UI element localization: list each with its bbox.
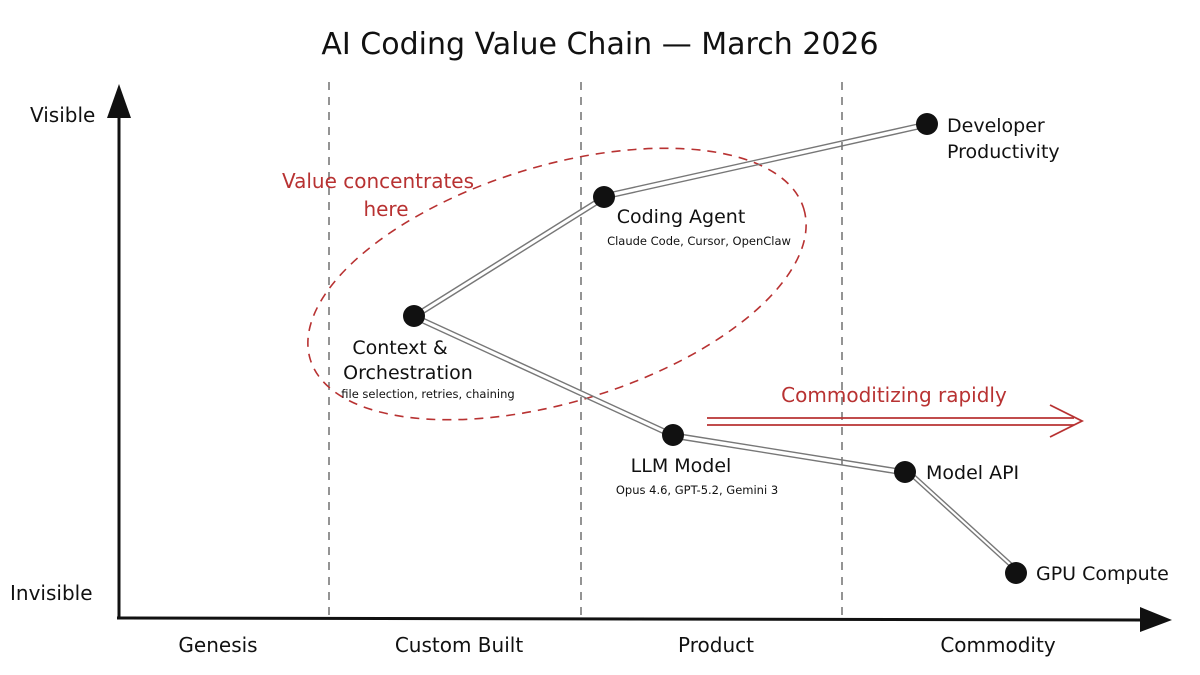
stage-label-custom-built: Custom Built (395, 633, 523, 657)
link-llm-api (672, 432, 906, 476)
commoditizing-arrow (707, 404, 1085, 438)
link-agent-context (413, 194, 607, 319)
node-developer-productivity (916, 113, 938, 135)
value-annotation-line2: here (363, 197, 408, 221)
context-sublabel: file selection, retries, chaining (341, 387, 514, 401)
y-axis-arrowhead (107, 84, 131, 118)
link-developer-agent (603, 121, 928, 200)
x-axis (116, 616, 1149, 622)
context-label-line2: Orchestration (343, 362, 473, 384)
coding-agent-sublabel: Claude Code, Cursor, OpenClaw (607, 234, 791, 248)
link-api-gpu (904, 468, 1019, 572)
node-gpu-compute (1005, 562, 1027, 584)
y-axis-top-label: Visible (30, 103, 95, 127)
commoditizing-annotation: Commoditizing rapidly (781, 383, 1007, 407)
llm-model-label: LLM Model (631, 455, 732, 477)
y-axis-bottom-label: Invisible (10, 581, 93, 605)
context-label-line1: Context & (352, 337, 447, 359)
diagram-title: AI Coding Value Chain — March 2026 (321, 27, 878, 62)
value-annotation-line1: Value concentrates (282, 169, 474, 193)
node-coding-agent (593, 186, 615, 208)
stage-label-commodity: Commodity (940, 633, 1055, 657)
gpu-compute-label: GPU Compute (1036, 563, 1169, 585)
node-llm-model (662, 424, 684, 446)
llm-model-sublabel: Opus 4.6, GPT-5.2, Gemini 3 (616, 483, 778, 497)
node-model-api (894, 461, 916, 483)
stage-label-genesis: Genesis (178, 633, 257, 657)
value-concentration-ellipse (307, 147, 807, 421)
developer-label-line1: Developer (947, 115, 1045, 137)
coding-agent-label: Coding Agent (617, 206, 746, 228)
x-axis-arrowhead (1140, 607, 1172, 632)
stage-label-product: Product (678, 633, 754, 657)
model-api-label: Model API (926, 462, 1019, 484)
developer-label-line2: Productivity (947, 141, 1060, 163)
node-context-orchestration (403, 305, 425, 327)
link-context-llm (413, 313, 674, 439)
